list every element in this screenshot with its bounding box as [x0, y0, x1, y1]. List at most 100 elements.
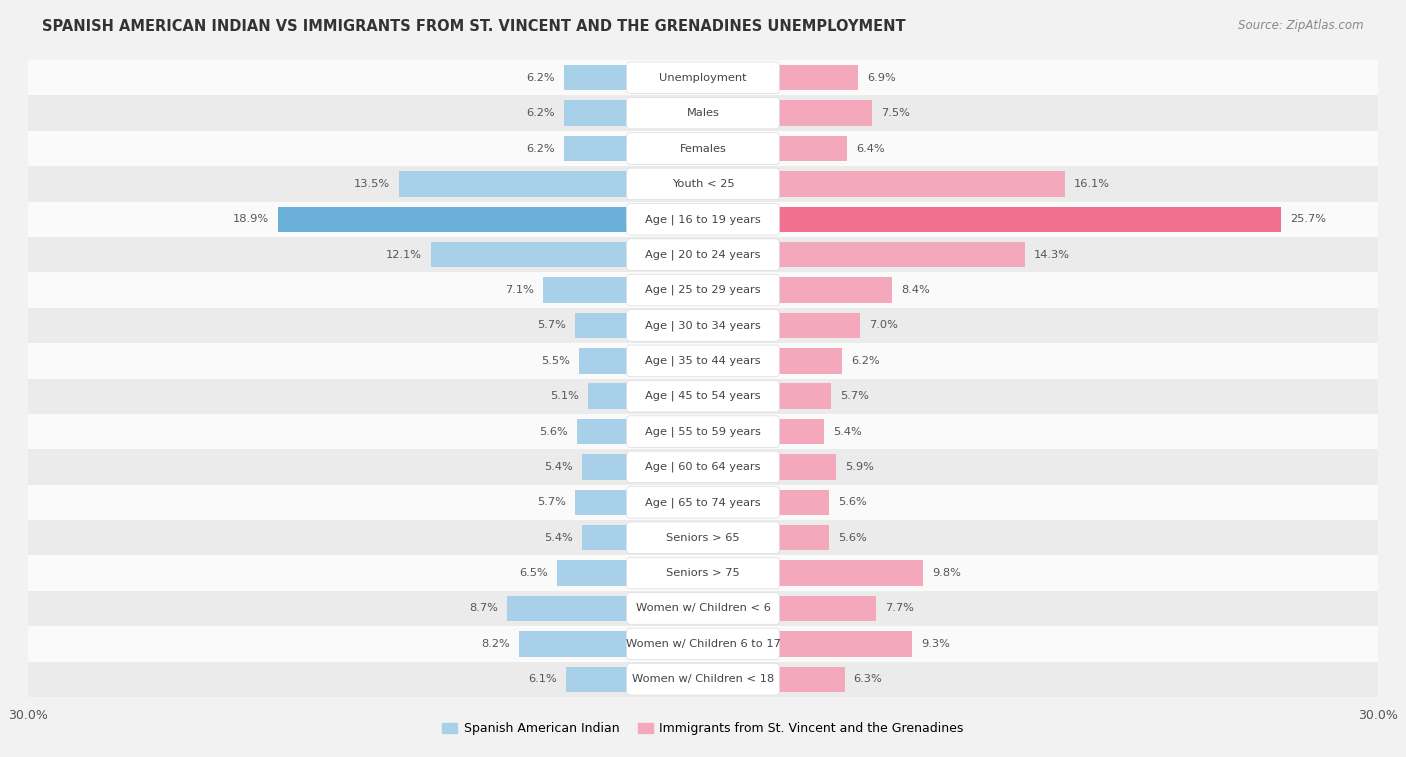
FancyBboxPatch shape: [627, 593, 779, 625]
Bar: [703, 136, 846, 161]
Bar: [703, 596, 876, 621]
Text: 6.5%: 6.5%: [519, 568, 548, 578]
Bar: [582, 454, 703, 480]
Bar: [399, 171, 703, 197]
Bar: [28, 273, 1378, 308]
Text: 6.2%: 6.2%: [526, 73, 554, 83]
Bar: [703, 277, 891, 303]
Bar: [565, 666, 703, 692]
Text: Age | 25 to 29 years: Age | 25 to 29 years: [645, 285, 761, 295]
Bar: [28, 556, 1378, 590]
Bar: [28, 414, 1378, 449]
Text: 6.2%: 6.2%: [526, 108, 554, 118]
Bar: [588, 384, 703, 409]
Text: 6.2%: 6.2%: [852, 356, 880, 366]
Text: 25.7%: 25.7%: [1291, 214, 1326, 224]
FancyBboxPatch shape: [627, 274, 779, 306]
Bar: [579, 348, 703, 373]
FancyBboxPatch shape: [627, 522, 779, 553]
Text: 8.4%: 8.4%: [901, 285, 929, 295]
Text: Source: ZipAtlas.com: Source: ZipAtlas.com: [1239, 19, 1364, 32]
Bar: [28, 237, 1378, 273]
Text: 6.9%: 6.9%: [868, 73, 896, 83]
Text: 5.6%: 5.6%: [838, 533, 866, 543]
Text: Age | 20 to 24 years: Age | 20 to 24 years: [645, 249, 761, 260]
Text: 8.7%: 8.7%: [470, 603, 498, 613]
FancyBboxPatch shape: [627, 239, 779, 270]
FancyBboxPatch shape: [627, 557, 779, 589]
Text: 5.1%: 5.1%: [550, 391, 579, 401]
Bar: [28, 343, 1378, 378]
Text: 5.7%: 5.7%: [537, 497, 565, 507]
FancyBboxPatch shape: [627, 204, 779, 235]
Text: 9.3%: 9.3%: [921, 639, 950, 649]
Text: 5.7%: 5.7%: [841, 391, 869, 401]
Bar: [703, 631, 912, 656]
Text: 13.5%: 13.5%: [354, 179, 391, 189]
Bar: [564, 101, 703, 126]
Text: Males: Males: [686, 108, 720, 118]
Bar: [28, 378, 1378, 414]
FancyBboxPatch shape: [627, 663, 779, 695]
Text: 6.3%: 6.3%: [853, 674, 883, 684]
Text: 6.2%: 6.2%: [526, 144, 554, 154]
Text: 6.1%: 6.1%: [529, 674, 557, 684]
Bar: [28, 308, 1378, 343]
Bar: [703, 490, 830, 515]
Text: Age | 30 to 34 years: Age | 30 to 34 years: [645, 320, 761, 331]
FancyBboxPatch shape: [627, 168, 779, 200]
Legend: Spanish American Indian, Immigrants from St. Vincent and the Grenadines: Spanish American Indian, Immigrants from…: [437, 717, 969, 740]
Text: Age | 60 to 64 years: Age | 60 to 64 years: [645, 462, 761, 472]
Bar: [28, 626, 1378, 662]
Bar: [564, 65, 703, 91]
Text: Females: Females: [679, 144, 727, 154]
Text: Women w/ Children < 6: Women w/ Children < 6: [636, 603, 770, 613]
Bar: [278, 207, 703, 232]
Bar: [703, 666, 845, 692]
Text: 7.5%: 7.5%: [880, 108, 910, 118]
Bar: [28, 484, 1378, 520]
Text: Age | 65 to 74 years: Age | 65 to 74 years: [645, 497, 761, 508]
Text: Age | 55 to 59 years: Age | 55 to 59 years: [645, 426, 761, 437]
Text: 7.1%: 7.1%: [505, 285, 534, 295]
FancyBboxPatch shape: [627, 345, 779, 376]
Bar: [28, 201, 1378, 237]
Text: 7.0%: 7.0%: [869, 320, 898, 330]
Bar: [28, 449, 1378, 484]
Bar: [703, 242, 1025, 267]
Bar: [703, 384, 831, 409]
Text: Women w/ Children 6 to 17: Women w/ Children 6 to 17: [626, 639, 780, 649]
Bar: [703, 207, 1281, 232]
FancyBboxPatch shape: [627, 451, 779, 483]
Text: Unemployment: Unemployment: [659, 73, 747, 83]
Bar: [703, 348, 842, 373]
Bar: [703, 419, 824, 444]
Bar: [508, 596, 703, 621]
FancyBboxPatch shape: [627, 62, 779, 94]
Text: Age | 45 to 54 years: Age | 45 to 54 years: [645, 391, 761, 401]
Text: 8.2%: 8.2%: [481, 639, 509, 649]
Bar: [703, 313, 860, 338]
Bar: [557, 560, 703, 586]
Bar: [28, 95, 1378, 131]
Bar: [543, 277, 703, 303]
Bar: [703, 454, 835, 480]
Bar: [703, 101, 872, 126]
Text: 5.4%: 5.4%: [544, 533, 572, 543]
Bar: [519, 631, 703, 656]
Text: 5.5%: 5.5%: [541, 356, 571, 366]
Bar: [564, 136, 703, 161]
Text: 5.4%: 5.4%: [834, 427, 862, 437]
FancyBboxPatch shape: [627, 628, 779, 659]
Bar: [28, 590, 1378, 626]
Text: 14.3%: 14.3%: [1033, 250, 1070, 260]
Text: Youth < 25: Youth < 25: [672, 179, 734, 189]
FancyBboxPatch shape: [627, 132, 779, 164]
Bar: [28, 662, 1378, 697]
Bar: [28, 167, 1378, 201]
Text: 5.6%: 5.6%: [540, 427, 568, 437]
Text: Age | 35 to 44 years: Age | 35 to 44 years: [645, 356, 761, 366]
Text: 16.1%: 16.1%: [1074, 179, 1111, 189]
Bar: [575, 313, 703, 338]
Bar: [28, 520, 1378, 556]
